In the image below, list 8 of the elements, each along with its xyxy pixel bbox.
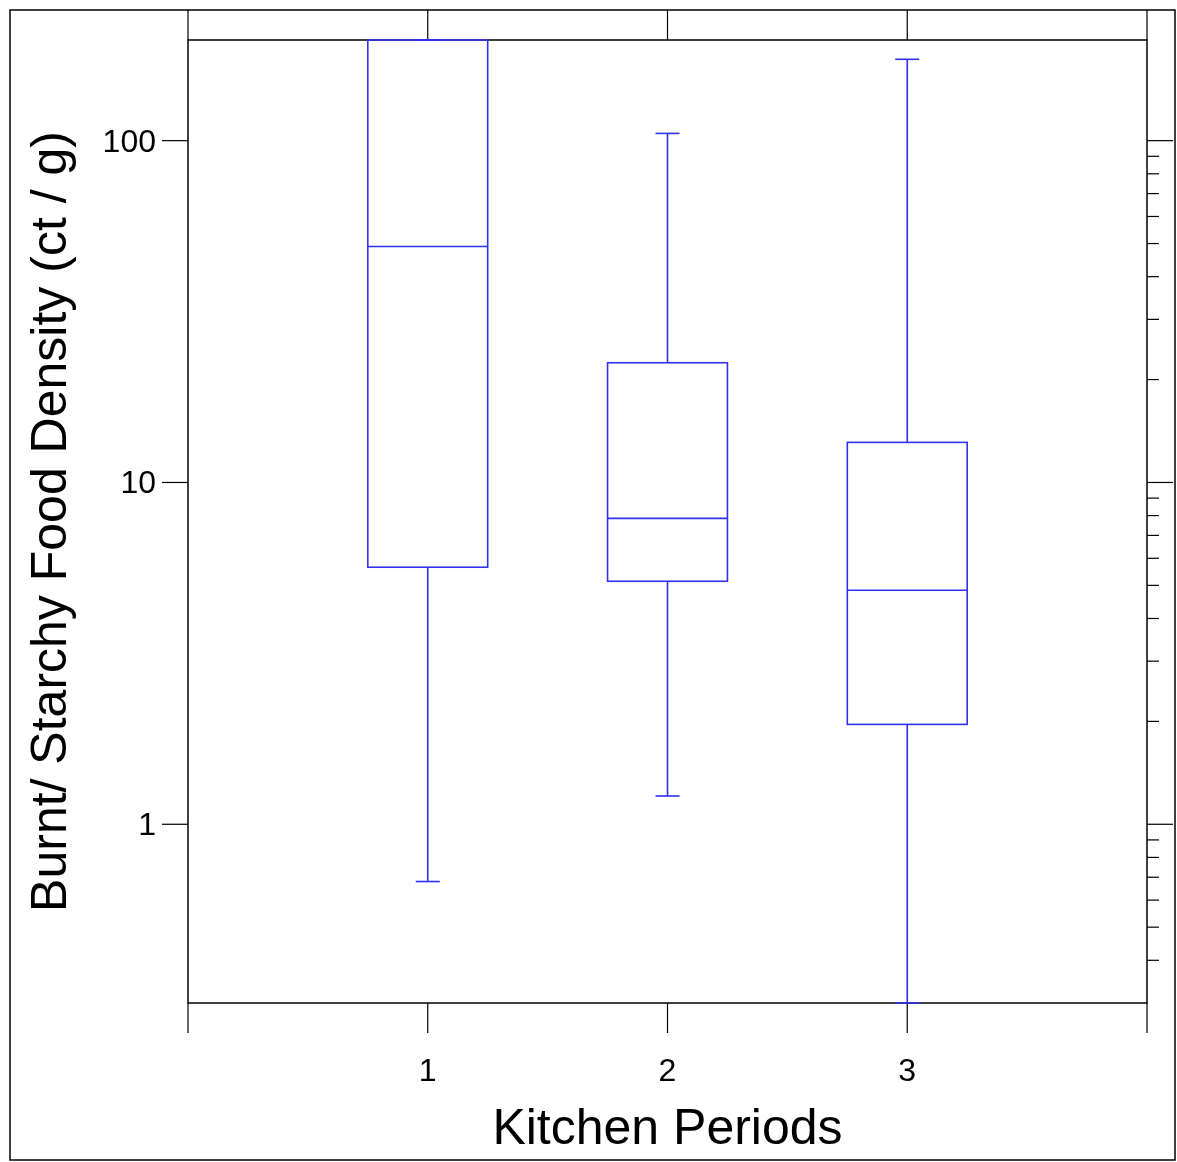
y-tick-label: 10 [120, 464, 156, 501]
y-tick-label: 1 [138, 806, 156, 843]
x-axis-title: Kitchen Periods [492, 1099, 843, 1155]
y-tick-label: 100 [102, 122, 156, 159]
y-axis-title: Burnt/ Starchy Food Density (ct / g) [21, 131, 77, 912]
x-tick-label: 1 [418, 1052, 437, 1088]
x-tick-label: 2 [658, 1052, 677, 1088]
x-tick-label: 3 [898, 1052, 917, 1088]
